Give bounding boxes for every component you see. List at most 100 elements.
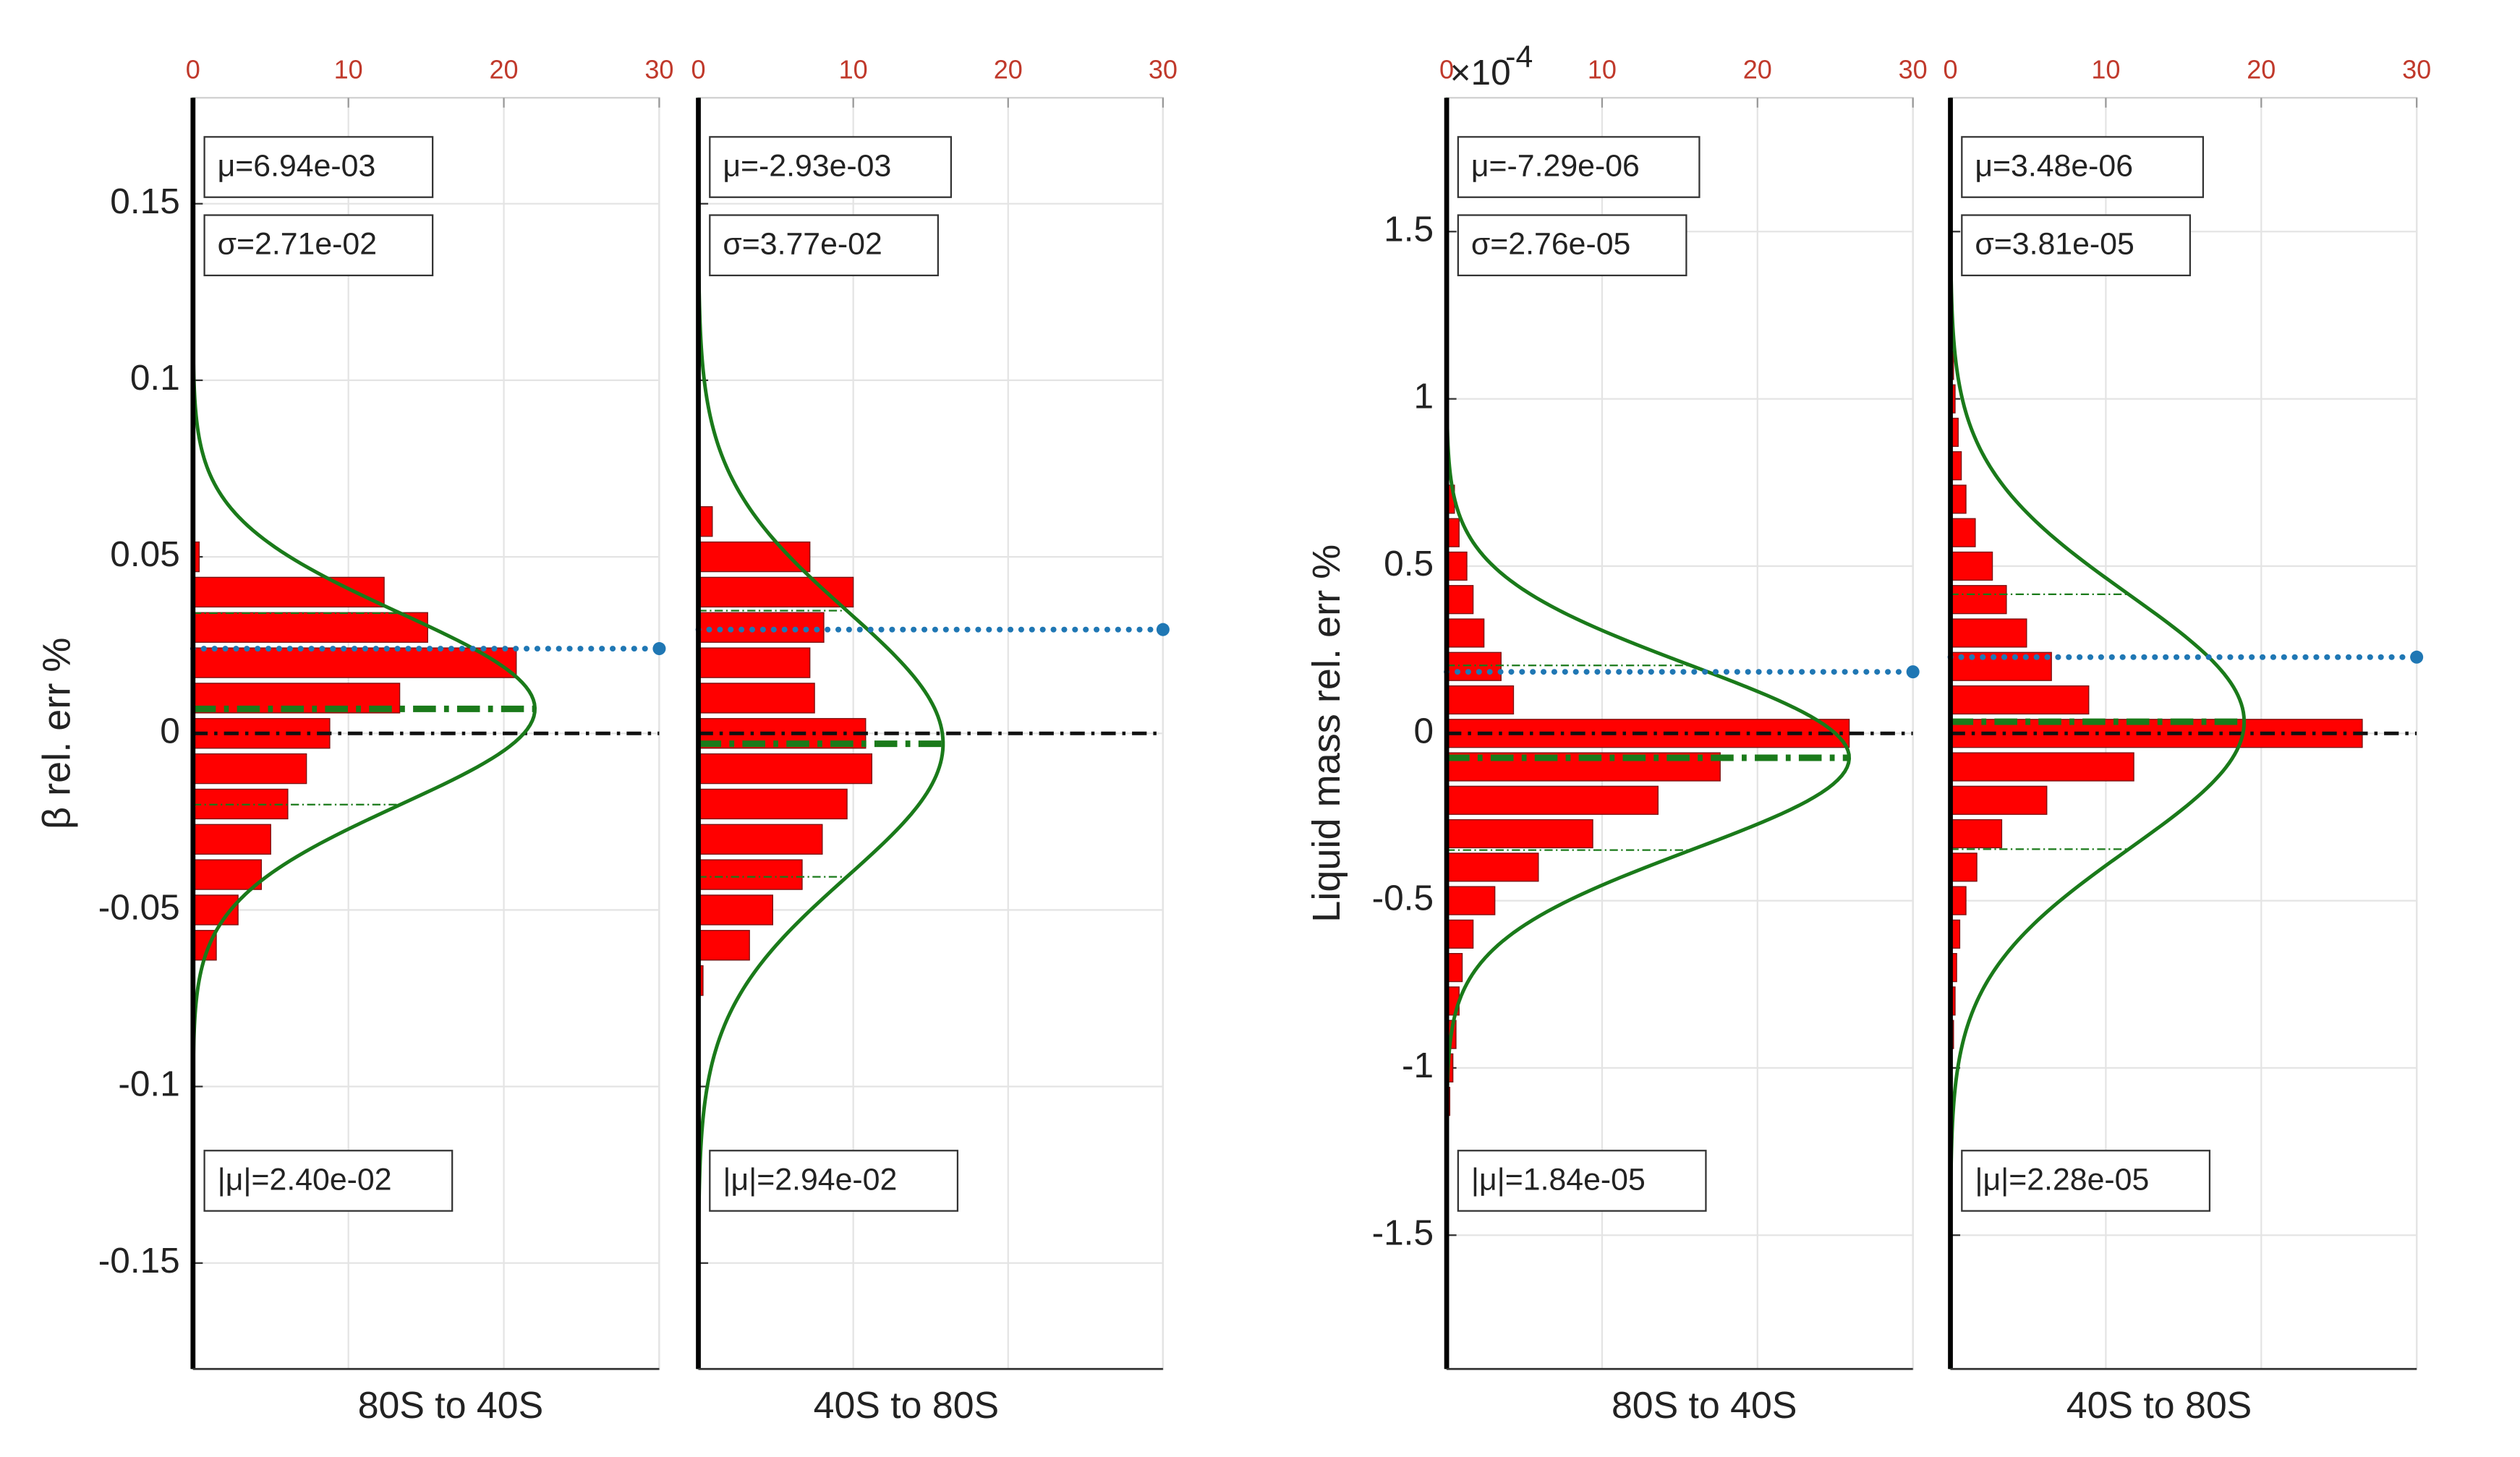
annotation-box bbox=[1961, 214, 2191, 277]
x-axis-label: 80S to 40S bbox=[1612, 1384, 1797, 1426]
annotation: μ=-7.29e-06 bbox=[1471, 148, 1640, 183]
bar bbox=[1446, 651, 1502, 681]
annotation-box bbox=[1457, 1150, 1707, 1212]
bar bbox=[1949, 685, 2090, 715]
bar bbox=[1446, 919, 1474, 949]
y-tick-label: -0.5 bbox=[1372, 878, 1434, 918]
bar bbox=[1446, 785, 1659, 815]
x-tick-label: 20 bbox=[1743, 55, 1772, 85]
annotation-box bbox=[1961, 1150, 2211, 1212]
y-tick-label: -0.1 bbox=[118, 1064, 179, 1104]
panel: 0 10 20 30 μ=3.48e-06 σ=3.81e-05 |μ|=2.28e-05 4… bbox=[1944, 55, 2432, 1426]
bar bbox=[192, 612, 428, 643]
annotation-box bbox=[709, 214, 939, 277]
x-tick-label: 10 bbox=[1588, 55, 1617, 85]
annotation-box bbox=[203, 1150, 454, 1212]
bar bbox=[192, 647, 517, 678]
panel: 0 10 20 30 -0.15 -0.1 -0.05 0 0.05 0.1 0.15 μ=6.94e… bbox=[35, 55, 673, 1426]
bar bbox=[1949, 585, 2007, 615]
abs-mean-marker bbox=[1906, 665, 1920, 679]
bar bbox=[697, 647, 811, 678]
x-tick-label: 10 bbox=[2091, 55, 2120, 85]
annotation-box bbox=[709, 1150, 959, 1212]
x-tick-label: 30 bbox=[644, 55, 673, 85]
bar bbox=[697, 576, 854, 608]
bar bbox=[192, 788, 289, 820]
bar bbox=[1949, 551, 1993, 581]
abs-mean-marker bbox=[652, 642, 666, 656]
y-tick-label: 0 bbox=[1413, 710, 1434, 751]
annotation: σ=2.76e-05 bbox=[1471, 227, 1630, 262]
annotation: |μ|=1.84e-05 bbox=[1471, 1162, 1646, 1197]
y-tick-label: 0.5 bbox=[1384, 543, 1434, 584]
bar bbox=[192, 753, 307, 785]
x-tick-label: 0 bbox=[691, 55, 705, 85]
annotation: μ=3.48e-06 bbox=[1975, 148, 2133, 183]
x-tick-label: 0 bbox=[1439, 55, 1454, 85]
bar bbox=[697, 788, 848, 820]
bar bbox=[697, 824, 823, 855]
bar bbox=[1949, 785, 2048, 815]
annotation: μ=-2.93e-03 bbox=[723, 148, 891, 183]
y-axis-label: Liquid mass rel. err % bbox=[1305, 544, 1348, 923]
annotation: σ=3.77e-02 bbox=[723, 227, 882, 262]
annotation: μ=6.94e-03 bbox=[218, 148, 376, 183]
bar bbox=[697, 753, 873, 785]
y-tick-label: 1.5 bbox=[1384, 208, 1434, 249]
abs-mean-marker bbox=[1156, 623, 1170, 636]
y-tick-label: -1 bbox=[1402, 1045, 1434, 1085]
x-tick-label: 30 bbox=[2402, 55, 2431, 85]
panel: 0 10 20 30 -1.5 -1 -0.5 0 0.5 1 1.5 μ=-7.29e-06 σ=2.… bbox=[1305, 39, 1928, 1426]
y-tick-label: 0.1 bbox=[130, 357, 180, 398]
bar bbox=[1446, 618, 1485, 648]
y-tick-label: 0.15 bbox=[110, 181, 180, 221]
bar bbox=[1949, 618, 2027, 648]
y-tick-label: -0.05 bbox=[98, 887, 180, 928]
y-axis-label: β rel. err % bbox=[35, 638, 78, 829]
y-multiplier: ×10 bbox=[1450, 52, 1511, 93]
annotation: |μ|=2.28e-05 bbox=[1975, 1162, 2149, 1197]
x-tick-label: 20 bbox=[994, 55, 1023, 85]
x-tick-label: 20 bbox=[2247, 55, 2276, 85]
bar bbox=[1446, 585, 1474, 615]
bar bbox=[697, 894, 773, 926]
bar bbox=[697, 930, 750, 961]
x-tick-label: 0 bbox=[1944, 55, 1958, 85]
bar bbox=[1949, 819, 2003, 849]
x-tick-label: 30 bbox=[1149, 55, 1178, 85]
y-tick-label: 1 bbox=[1413, 376, 1434, 416]
x-axis-label: 80S to 40S bbox=[358, 1384, 543, 1426]
bar bbox=[1446, 853, 1539, 882]
panel: 0 10 20 30 μ=-2.93e-03 σ=3.77e-02 |μ|=2.94e-02… bbox=[691, 55, 1177, 1426]
abs-mean-marker bbox=[2410, 650, 2424, 664]
y-multiplier-exponent: -4 bbox=[1505, 39, 1533, 74]
x-tick-label: 10 bbox=[839, 55, 868, 85]
annotation-box bbox=[1457, 136, 1700, 198]
x-tick-label: 0 bbox=[186, 55, 200, 85]
y-tick-label: 0.05 bbox=[110, 534, 180, 574]
annotation: |μ|=2.40e-02 bbox=[218, 1162, 392, 1197]
bar bbox=[697, 859, 803, 890]
bar bbox=[1446, 819, 1593, 849]
y-tick-label: -1.5 bbox=[1372, 1212, 1434, 1252]
annotation: σ=2.71e-02 bbox=[218, 227, 377, 262]
bar bbox=[1446, 685, 1515, 715]
bar bbox=[1949, 853, 1978, 882]
x-axis-label: 40S to 80S bbox=[2066, 1384, 2252, 1426]
y-tick-label: 0 bbox=[160, 710, 180, 751]
annotation-box bbox=[203, 136, 434, 198]
bar bbox=[192, 859, 263, 890]
bar bbox=[1446, 886, 1496, 915]
annotation-box bbox=[1457, 214, 1687, 277]
y-tick-label: -0.15 bbox=[98, 1240, 180, 1281]
bar bbox=[1949, 752, 2134, 782]
bar bbox=[1949, 518, 1976, 547]
annotation: σ=3.81e-05 bbox=[1975, 227, 2134, 262]
annotation: |μ|=2.94e-02 bbox=[723, 1162, 897, 1197]
bar bbox=[697, 541, 811, 573]
bar bbox=[1446, 551, 1468, 581]
x-tick-label: 30 bbox=[1899, 55, 1928, 85]
x-axis-label: 40S to 80S bbox=[814, 1384, 999, 1426]
